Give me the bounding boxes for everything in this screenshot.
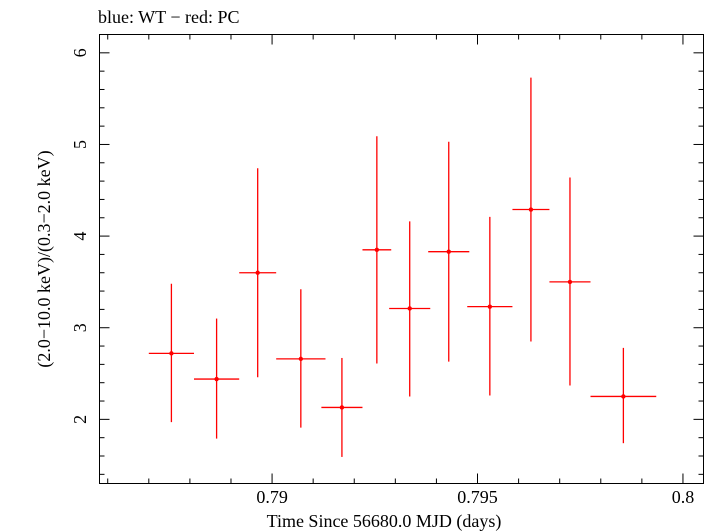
point-marker — [339, 405, 345, 410]
plot-frame — [99, 34, 704, 484]
y-tick-label: 5 — [70, 140, 90, 149]
data-points — [148, 77, 657, 457]
data-point — [389, 221, 431, 397]
point-marker — [407, 306, 412, 311]
point-marker — [214, 376, 219, 382]
data-point — [362, 136, 392, 364]
y-axis-ticks: 2 3 4 5 6 — [70, 34, 704, 475]
x-axis-ticks: 0.79 0.795 0.8 — [107, 34, 695, 507]
point-marker — [446, 249, 451, 254]
data-point — [321, 357, 363, 457]
data-point — [590, 347, 657, 444]
point-marker — [169, 351, 174, 356]
point-marker — [487, 304, 493, 309]
point-marker — [374, 247, 380, 253]
y-tick-label: 4 — [70, 232, 90, 241]
point-marker — [528, 207, 534, 212]
y-tick-label: 6 — [70, 48, 90, 57]
x-axis-label: Time Since 56680.0 MJD (days) — [267, 511, 502, 532]
x-tick-label: 0.79 — [256, 487, 288, 507]
x-tick-label: 0.8 — [672, 487, 695, 507]
y-tick-label: 2 — [70, 415, 90, 424]
point-marker — [621, 394, 626, 399]
data-point — [239, 168, 277, 378]
data-point — [276, 289, 326, 428]
data-point — [194, 318, 240, 439]
data-point — [512, 77, 550, 342]
point-marker — [255, 270, 260, 275]
data-point — [467, 216, 513, 396]
data-point — [148, 283, 195, 423]
y-axis-label: (2.0−10.0 keV)/(0.3−2.0 keV) — [34, 150, 55, 367]
point-marker — [298, 356, 304, 362]
data-point — [428, 141, 470, 362]
chart-title: blue: WT − red: PC — [98, 7, 239, 27]
y-tick-label: 3 — [70, 323, 90, 332]
data-point — [549, 177, 591, 386]
x-tick-label: 0.795 — [457, 487, 498, 507]
point-marker — [567, 279, 573, 285]
